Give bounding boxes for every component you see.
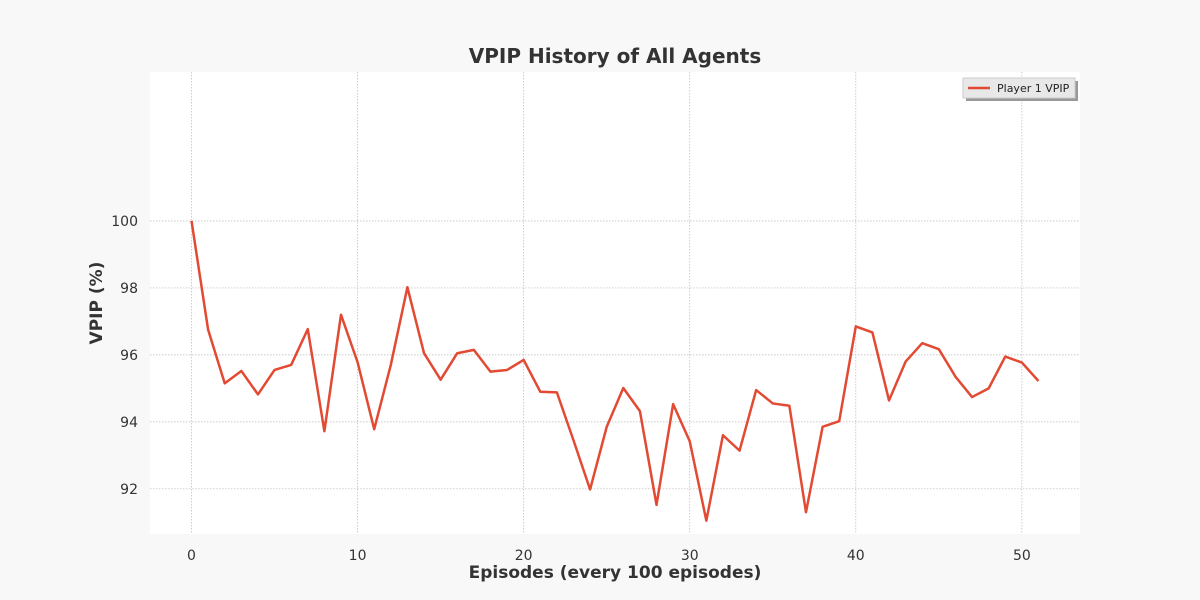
- legend-box: [962, 77, 1076, 99]
- y-tick-label: 94: [120, 415, 138, 431]
- legend-label: Player 1 VPIP: [997, 82, 1070, 95]
- axis-ticks: 0 10 20 30 40 50 92 94 96 98 100: [111, 214, 1031, 564]
- plot-area: [150, 72, 1080, 534]
- x-tick-label: 0: [187, 548, 196, 564]
- series-layer: [190, 220, 1040, 522]
- y-tick-label: 98: [120, 281, 138, 297]
- series-line-player-1-vpip: [190, 220, 1040, 522]
- grid-lines: [150, 72, 1080, 534]
- x-tick-label: 10: [349, 548, 367, 564]
- chart-title: VPIP History of All Agents: [469, 44, 761, 68]
- y-tick-label: 100: [111, 214, 138, 230]
- x-axis-label: Episodes (every 100 episodes): [469, 563, 762, 583]
- y-tick-label: 92: [120, 482, 138, 498]
- x-tick-label: 20: [515, 548, 533, 564]
- x-tick-label: 30: [681, 548, 699, 564]
- x-tick-label: 40: [847, 548, 865, 564]
- legend: Player 1 VPIP: [962, 77, 1078, 101]
- y-tick-label: 96: [120, 348, 138, 364]
- x-tick-label: 50: [1013, 548, 1031, 564]
- y-axis-label: VPIP (%): [87, 262, 107, 345]
